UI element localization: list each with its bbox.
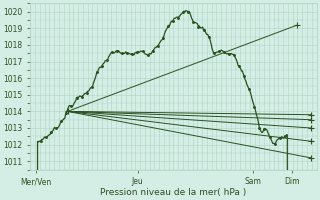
Point <box>79 95 84 98</box>
Point <box>99 64 104 67</box>
Point <box>165 25 171 28</box>
Point <box>216 50 221 53</box>
Point <box>247 88 252 91</box>
Point <box>135 51 140 54</box>
Point <box>38 139 44 142</box>
Point <box>150 49 155 53</box>
Point <box>64 111 69 114</box>
Point <box>69 104 74 107</box>
Point <box>262 127 267 130</box>
Point <box>109 51 115 54</box>
Point <box>59 120 64 123</box>
Point <box>196 25 201 28</box>
Point <box>140 50 145 53</box>
Point <box>115 49 120 52</box>
Point <box>84 91 89 95</box>
Point <box>257 126 262 129</box>
Point <box>282 135 287 138</box>
Point <box>267 135 272 138</box>
Point <box>236 65 242 68</box>
Point <box>221 51 226 54</box>
Point <box>120 52 125 55</box>
Point <box>206 35 211 38</box>
Point <box>130 52 135 55</box>
Point <box>277 136 282 139</box>
Point <box>155 44 160 47</box>
X-axis label: Pression niveau de la mer( hPa ): Pression niveau de la mer( hPa ) <box>100 188 247 197</box>
Point <box>160 37 165 40</box>
Point <box>186 10 191 13</box>
Point <box>94 71 100 74</box>
Point <box>201 29 206 32</box>
Point <box>272 142 277 145</box>
Point <box>191 21 196 24</box>
Point <box>104 59 109 62</box>
Point <box>125 51 130 54</box>
Point <box>44 136 49 139</box>
Point <box>49 130 54 133</box>
Point <box>74 96 79 99</box>
Point <box>89 86 94 89</box>
Point <box>171 19 176 22</box>
Point <box>180 10 186 14</box>
Point <box>231 53 236 56</box>
Point <box>252 105 257 108</box>
Point <box>242 74 247 78</box>
Point <box>176 16 181 19</box>
Point <box>54 126 59 130</box>
Point <box>211 51 216 54</box>
Point <box>226 52 231 55</box>
Point <box>145 53 150 56</box>
